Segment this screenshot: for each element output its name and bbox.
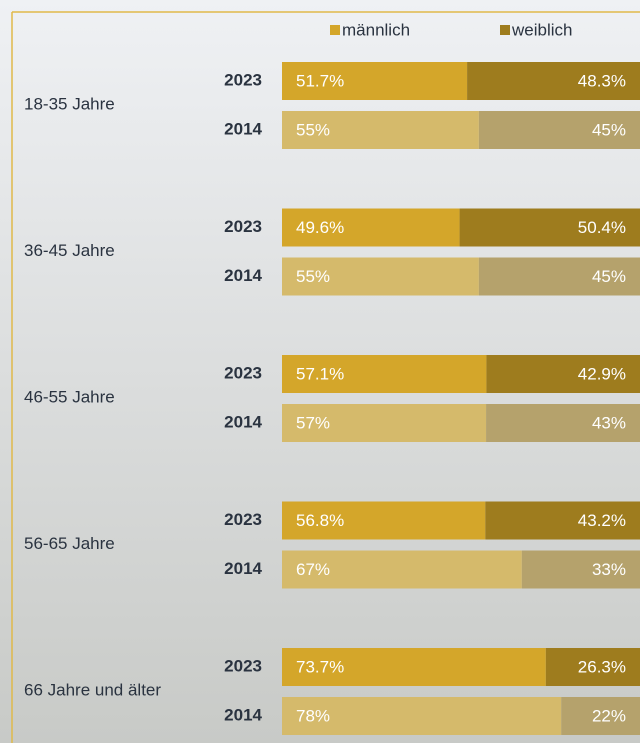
bar-segment	[282, 62, 468, 100]
bar-segment	[282, 404, 487, 442]
value-label: 57.1%	[296, 364, 344, 383]
bar-segment	[545, 648, 640, 686]
bar-segment	[282, 257, 479, 296]
year-label: 2014	[224, 705, 262, 724]
legend-swatch	[500, 25, 510, 35]
group-label: 66 Jahre und älter	[24, 680, 161, 699]
value-label: 57%	[296, 413, 330, 432]
year-label: 2014	[224, 412, 262, 431]
value-label: 73.7%	[296, 657, 344, 676]
bar-segment	[282, 697, 562, 735]
bar-segment	[467, 62, 640, 100]
bar-segment	[282, 501, 486, 540]
group-label: 46-55 Jahre	[24, 387, 115, 406]
value-label: 55%	[296, 120, 330, 139]
value-label: 49.6%	[296, 218, 344, 237]
value-label: 43%	[592, 413, 626, 432]
value-label: 78%	[296, 706, 330, 725]
legend-swatch	[330, 25, 340, 35]
bar-segment	[521, 550, 640, 589]
value-label: 45%	[592, 120, 626, 139]
bar-segment	[282, 550, 522, 589]
bar-segment	[478, 111, 640, 149]
value-label: 26.3%	[578, 657, 626, 676]
year-label: 2023	[224, 70, 262, 89]
legend-label: weiblich	[511, 20, 572, 39]
value-label: 22%	[592, 706, 626, 725]
value-label: 33%	[592, 560, 626, 579]
value-label: 51.7%	[296, 71, 344, 90]
value-label: 50.4%	[578, 218, 626, 237]
year-label: 2014	[224, 119, 262, 138]
year-label: 2014	[224, 559, 262, 578]
value-label: 42.9%	[578, 364, 626, 383]
bar-segment	[282, 208, 460, 247]
legend-label: männlich	[342, 20, 410, 39]
value-label: 56.8%	[296, 511, 344, 530]
bar-segment	[282, 355, 487, 393]
value-label: 45%	[592, 267, 626, 286]
bar-segment	[561, 697, 640, 735]
value-label: 48.3%	[578, 71, 626, 90]
year-label: 2023	[224, 363, 262, 382]
group-label: 56-65 Jahre	[24, 534, 115, 553]
value-label: 43.2%	[578, 511, 626, 530]
bar-segment	[486, 404, 640, 442]
bar-segment	[478, 257, 640, 296]
bar-segment	[459, 208, 640, 247]
bar-segment	[282, 111, 479, 149]
bar-segment	[485, 501, 640, 540]
group-label: 36-45 Jahre	[24, 241, 115, 260]
bar-segment	[486, 355, 640, 393]
value-label: 67%	[296, 560, 330, 579]
year-label: 2023	[224, 217, 262, 236]
year-label: 2023	[224, 656, 262, 675]
value-label: 55%	[296, 267, 330, 286]
year-label: 2014	[224, 266, 262, 285]
group-label: 18-35 Jahre	[24, 94, 115, 113]
year-label: 2023	[224, 510, 262, 529]
bar-segment	[282, 648, 546, 686]
